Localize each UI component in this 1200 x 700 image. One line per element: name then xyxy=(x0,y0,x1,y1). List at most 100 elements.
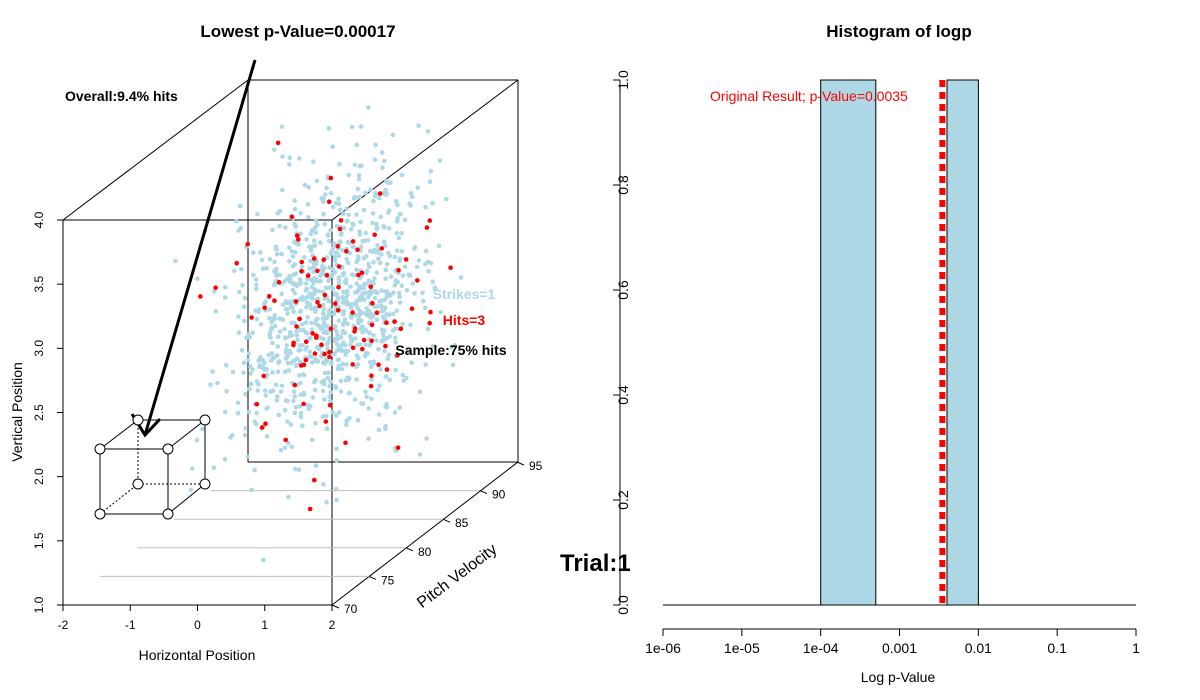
strike-point xyxy=(326,312,332,318)
strike-point xyxy=(283,299,289,304)
strike-point xyxy=(324,185,329,191)
strike-point xyxy=(305,330,310,336)
strike-point xyxy=(392,410,398,415)
strike-point xyxy=(356,313,362,318)
hit-point xyxy=(267,294,272,299)
strike-point xyxy=(370,220,375,226)
hit-point xyxy=(356,272,361,278)
strike-point xyxy=(237,203,243,209)
strike-point xyxy=(387,377,393,383)
strike-point xyxy=(280,187,285,193)
strike-point xyxy=(297,281,303,286)
strike-point xyxy=(367,248,373,254)
strike-point xyxy=(241,370,246,376)
strike-point xyxy=(321,307,327,312)
strike-point xyxy=(288,350,293,356)
strike-point xyxy=(283,398,289,403)
strike-point xyxy=(338,378,344,384)
strike-point xyxy=(313,230,319,235)
strike-point xyxy=(381,308,387,314)
strike-point xyxy=(368,364,374,369)
strike-point xyxy=(250,250,256,255)
strike-point xyxy=(285,360,291,366)
strike-point xyxy=(292,206,298,212)
strike-point xyxy=(292,291,298,296)
strike-point xyxy=(371,333,376,338)
histogram-chart: Histogram of logp Original Result; p-Val… xyxy=(613,22,1140,685)
hit-point xyxy=(198,294,203,299)
strike-point xyxy=(363,190,368,196)
strike-point xyxy=(208,382,213,388)
strike-point xyxy=(296,156,302,161)
strike-point xyxy=(309,320,314,326)
strike-point xyxy=(362,238,367,243)
strike-point xyxy=(358,285,364,291)
strike-point xyxy=(320,323,325,329)
strike-point xyxy=(248,381,254,387)
strike-point xyxy=(329,249,334,255)
strike-point xyxy=(450,362,456,368)
strike-point xyxy=(307,302,313,307)
strike-point xyxy=(392,254,398,260)
strike-point xyxy=(371,359,377,365)
x-axis-label: Horizontal Position xyxy=(139,647,256,663)
strike-point xyxy=(338,389,344,394)
strike-point xyxy=(347,390,353,396)
strike-point xyxy=(354,267,359,273)
strike-point xyxy=(323,357,329,363)
strike-point xyxy=(438,309,443,315)
strike-point xyxy=(222,457,228,462)
strike-point xyxy=(362,327,368,333)
hit-point xyxy=(289,214,295,220)
strike-point xyxy=(256,382,261,387)
strike-point xyxy=(211,465,217,471)
z-tick-label: 90 xyxy=(492,488,506,502)
strike-point xyxy=(242,432,248,438)
histogram-x-tick-label: 1e-06 xyxy=(645,640,681,656)
strike-point xyxy=(344,295,349,300)
strike-point xyxy=(230,369,236,375)
hit-point xyxy=(283,437,289,443)
strike-point xyxy=(253,277,259,282)
histogram-bar xyxy=(820,79,877,606)
strike-point xyxy=(355,342,360,348)
y-tick-label: 1.0 xyxy=(32,596,46,613)
strike-point xyxy=(300,423,305,429)
box-top-left-depth xyxy=(62,79,249,221)
strike-point xyxy=(364,281,370,286)
strike-point xyxy=(243,392,248,397)
hit-point xyxy=(377,191,383,196)
strike-point xyxy=(347,376,352,381)
strike-point xyxy=(326,126,332,131)
strike-point xyxy=(289,444,295,450)
strike-point xyxy=(371,260,376,265)
strike-point xyxy=(397,211,403,217)
strike-point xyxy=(245,454,250,459)
strike-point xyxy=(393,278,399,283)
strike-point xyxy=(341,225,347,231)
strike-point xyxy=(407,201,412,207)
hit-point xyxy=(337,226,343,232)
strike-point xyxy=(279,291,285,297)
strike-point xyxy=(364,268,370,274)
strike-point xyxy=(341,321,346,327)
histogram-y-tick-label: 0.4 xyxy=(615,385,631,405)
hit-point xyxy=(335,244,341,249)
strike-point xyxy=(408,322,413,328)
strike-point xyxy=(321,330,327,335)
strike-point xyxy=(271,282,277,288)
strike-point xyxy=(298,380,303,386)
strike-point xyxy=(420,290,425,296)
strike-point xyxy=(291,389,297,394)
hit-point xyxy=(310,331,315,336)
strike-point xyxy=(236,314,241,319)
strike-point xyxy=(387,334,393,339)
hit-point xyxy=(303,339,309,345)
strike-point xyxy=(333,384,338,389)
strike-point xyxy=(297,404,303,409)
z-tick-mark xyxy=(368,575,377,580)
hit-point xyxy=(415,278,420,283)
strike-point xyxy=(330,409,336,415)
strike-point xyxy=(295,337,300,343)
strike-point xyxy=(195,276,200,282)
